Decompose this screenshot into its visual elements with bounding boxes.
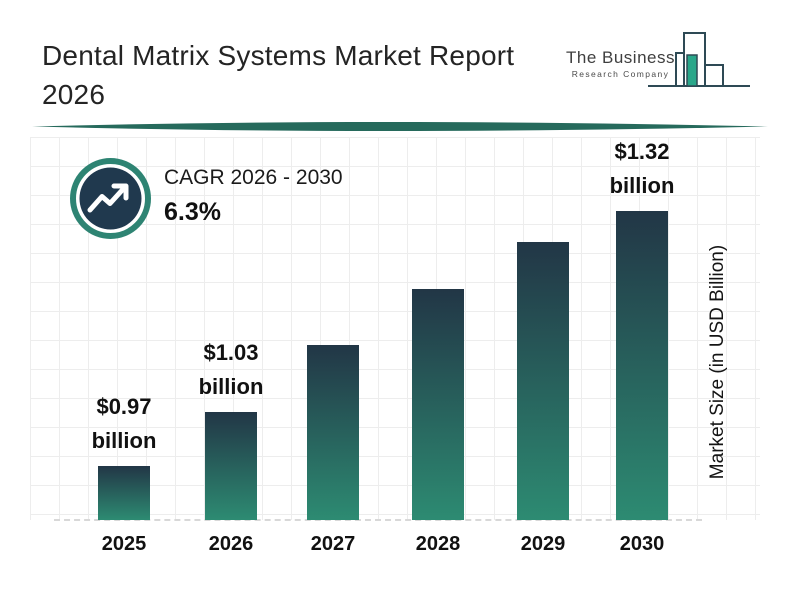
bar-2025 — [98, 466, 150, 520]
cagr-text-block: CAGR 2026 - 2030 6.3% — [164, 166, 343, 227]
page-title-line1: Dental Matrix Systems Market Report — [42, 40, 515, 71]
chart-plot: 2025 $0.97 billion 2026 $1.03 billion 2027 2028… — [30, 135, 760, 555]
x-axis-baseline — [54, 519, 702, 521]
x-axis-label-2029: 2029 — [520, 533, 566, 555]
page-title: Dental Matrix Systems Market Report 2026 — [42, 36, 514, 114]
brand-name: The Business — [566, 48, 675, 67]
bar-value-amount: $1.32 — [614, 139, 670, 164]
cagr-value: 6.3% — [164, 198, 221, 226]
bar-2029 — [517, 242, 569, 520]
y-axis-title: Market Size (in USD Billion) — [707, 244, 728, 480]
bar-value-unit: billion — [91, 428, 157, 453]
bar-value-amount: $0.97 — [96, 394, 152, 419]
bar-value-amount: $1.03 — [203, 340, 259, 365]
brand-tagline: Research Company — [571, 69, 670, 79]
bar-2026 — [205, 412, 257, 520]
cagr-badge — [70, 158, 151, 239]
bar-value-label-2025: $0.97 billion — [92, 390, 157, 458]
x-axis-label-2028: 2028 — [415, 533, 461, 555]
x-axis-label-2026: 2026 — [208, 533, 254, 555]
x-axis-label-2030: 2030 — [619, 533, 665, 555]
bar-2027 — [307, 345, 359, 520]
bar-2028 — [412, 289, 464, 520]
bar-2030 — [616, 211, 668, 520]
bar-value-label-2030: $1.32 billion — [610, 135, 675, 203]
bar-value-unit: billion — [198, 374, 264, 399]
cagr-label: CAGR 2026 - 2030 — [164, 166, 343, 189]
logo-bars-icon — [648, 32, 750, 87]
bar-value-unit: billion — [609, 173, 675, 198]
page-title-line2: 2026 — [42, 79, 106, 110]
trend-arrow-icon — [87, 183, 129, 213]
brand-logo: The Business Research Company — [566, 48, 675, 79]
divider-line — [32, 122, 768, 131]
x-axis-label-2025: 2025 — [101, 533, 147, 555]
x-axis-label-2027: 2027 — [310, 533, 356, 555]
bar-value-label-2026: $1.03 billion — [199, 336, 264, 404]
